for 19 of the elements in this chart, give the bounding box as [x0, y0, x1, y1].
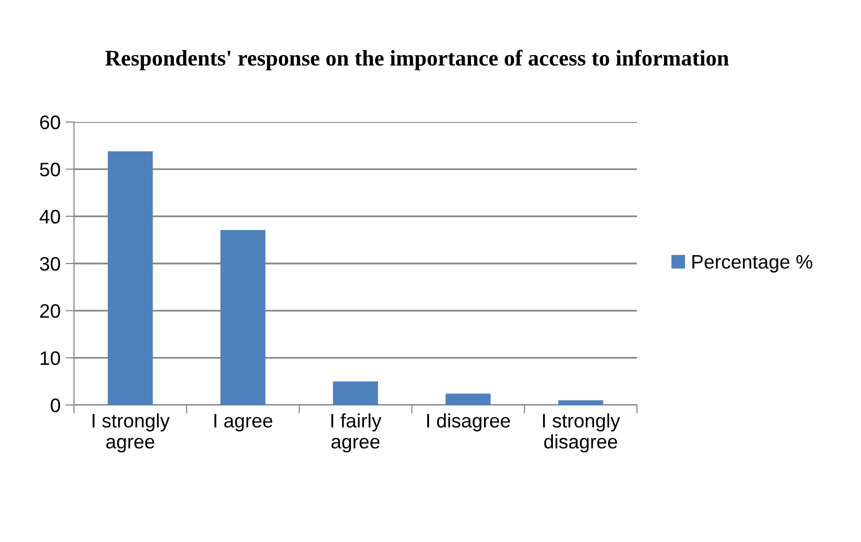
y-tick-label: 0 [50, 398, 60, 412]
x-tick-label: I fairly agree [331, 413, 382, 452]
bar [446, 394, 491, 405]
bar [108, 151, 153, 405]
x-tick-label: I disagree [427, 413, 510, 432]
bar [332, 381, 378, 405]
chart-title: Respondents' response on the importance of access to information [105, 50, 729, 70]
bar [220, 230, 266, 405]
y-tick-label: 30 [40, 256, 60, 271]
legend-label: Percentage % [692, 255, 812, 273]
y-tick-label: 60 [40, 115, 60, 130]
y-tick-label: 40 [40, 210, 60, 224]
y-tick-label: 20 [40, 304, 60, 318]
bar [558, 400, 604, 405]
x-tick-label: I strongly disagree [543, 413, 620, 452]
x-tick-label: I strongly agree [92, 413, 170, 452]
y-tick-label: 50 [40, 162, 60, 176]
y-tick-label: 10 [40, 351, 60, 366]
x-tick-label: I agree [214, 414, 272, 432]
